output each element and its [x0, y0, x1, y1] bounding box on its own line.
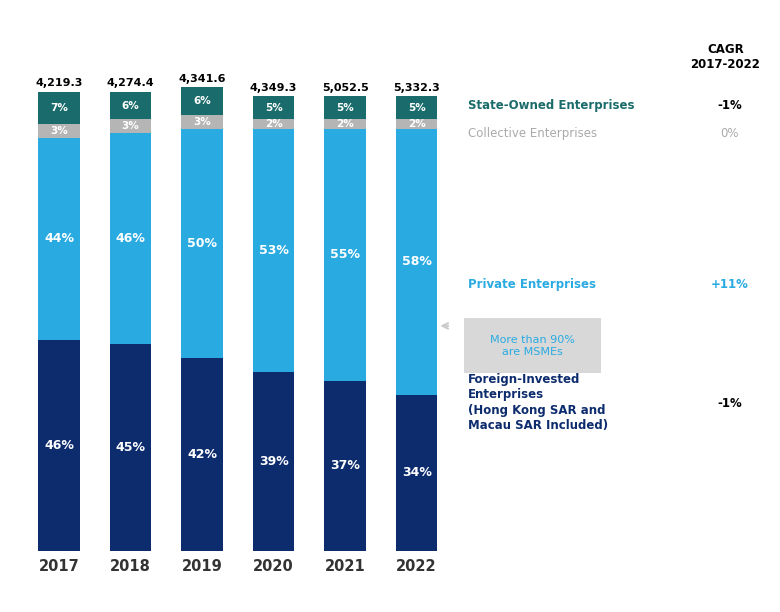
Bar: [182, 129, 223, 358]
Text: 5%: 5%: [408, 103, 426, 113]
Text: 5%: 5%: [336, 103, 354, 113]
Bar: [182, 114, 223, 129]
Text: 42%: 42%: [187, 448, 217, 461]
Text: 46%: 46%: [115, 232, 146, 245]
Text: 5,052.5: 5,052.5: [322, 83, 368, 92]
Text: 58%: 58%: [402, 255, 431, 268]
Text: Private Enterprises: Private Enterprises: [468, 278, 596, 291]
Bar: [38, 138, 80, 340]
Bar: [182, 87, 223, 114]
Bar: [324, 129, 366, 381]
Bar: [182, 358, 223, 551]
Text: 53%: 53%: [259, 244, 289, 256]
Bar: [38, 124, 80, 138]
Bar: [110, 344, 151, 551]
Text: 3%: 3%: [50, 126, 68, 136]
Bar: [110, 119, 151, 133]
Bar: [396, 395, 438, 551]
Text: 55%: 55%: [330, 248, 360, 261]
Text: 4,274.4: 4,274.4: [107, 78, 154, 88]
Text: Collective Enterprises: Collective Enterprises: [468, 127, 597, 140]
Text: 3%: 3%: [193, 117, 211, 127]
Text: 39%: 39%: [259, 455, 289, 468]
Text: 6%: 6%: [122, 100, 140, 111]
Bar: [324, 96, 366, 119]
Text: 5,332.3: 5,332.3: [393, 83, 440, 92]
Text: 37%: 37%: [330, 460, 360, 472]
Text: (Hong Kong SAR and: (Hong Kong SAR and: [468, 403, 605, 417]
Text: 44%: 44%: [44, 232, 74, 245]
Text: 4,219.3: 4,219.3: [35, 78, 83, 88]
Text: 6%: 6%: [193, 96, 211, 106]
Text: Enterprises: Enterprises: [468, 388, 544, 401]
Bar: [396, 96, 438, 119]
Bar: [324, 381, 366, 551]
Text: 0%: 0%: [720, 127, 739, 140]
Text: State-Owned Enterprises: State-Owned Enterprises: [468, 99, 634, 112]
Text: More than 90%
are MSMEs: More than 90% are MSMEs: [490, 335, 575, 357]
Bar: [38, 92, 80, 124]
Text: 4,341.6: 4,341.6: [179, 73, 226, 83]
Text: 46%: 46%: [44, 439, 74, 452]
Text: 7%: 7%: [50, 103, 68, 113]
Text: 2%: 2%: [408, 119, 426, 129]
Bar: [110, 92, 151, 119]
Text: 5%: 5%: [264, 103, 282, 113]
Text: 4,349.3: 4,349.3: [250, 83, 297, 92]
Bar: [253, 96, 294, 119]
Text: 50%: 50%: [187, 237, 217, 250]
Bar: [253, 129, 294, 371]
Text: 3%: 3%: [122, 121, 140, 131]
Bar: [38, 340, 80, 551]
Text: 45%: 45%: [115, 441, 146, 454]
Bar: [110, 133, 151, 344]
Text: -1%: -1%: [717, 397, 742, 411]
Text: 2%: 2%: [336, 119, 354, 129]
Bar: [396, 129, 438, 395]
Text: CAGR
2017-2022: CAGR 2017-2022: [690, 43, 760, 71]
Text: Macau SAR Included): Macau SAR Included): [468, 419, 608, 432]
Text: 2%: 2%: [264, 119, 282, 129]
Text: +11%: +11%: [711, 278, 748, 291]
Bar: [253, 371, 294, 551]
Bar: [324, 119, 366, 129]
Text: Foreign-Invested: Foreign-Invested: [468, 373, 580, 386]
Bar: [253, 119, 294, 129]
Text: 34%: 34%: [402, 466, 431, 479]
Text: -1%: -1%: [717, 99, 742, 112]
Bar: [396, 119, 438, 129]
